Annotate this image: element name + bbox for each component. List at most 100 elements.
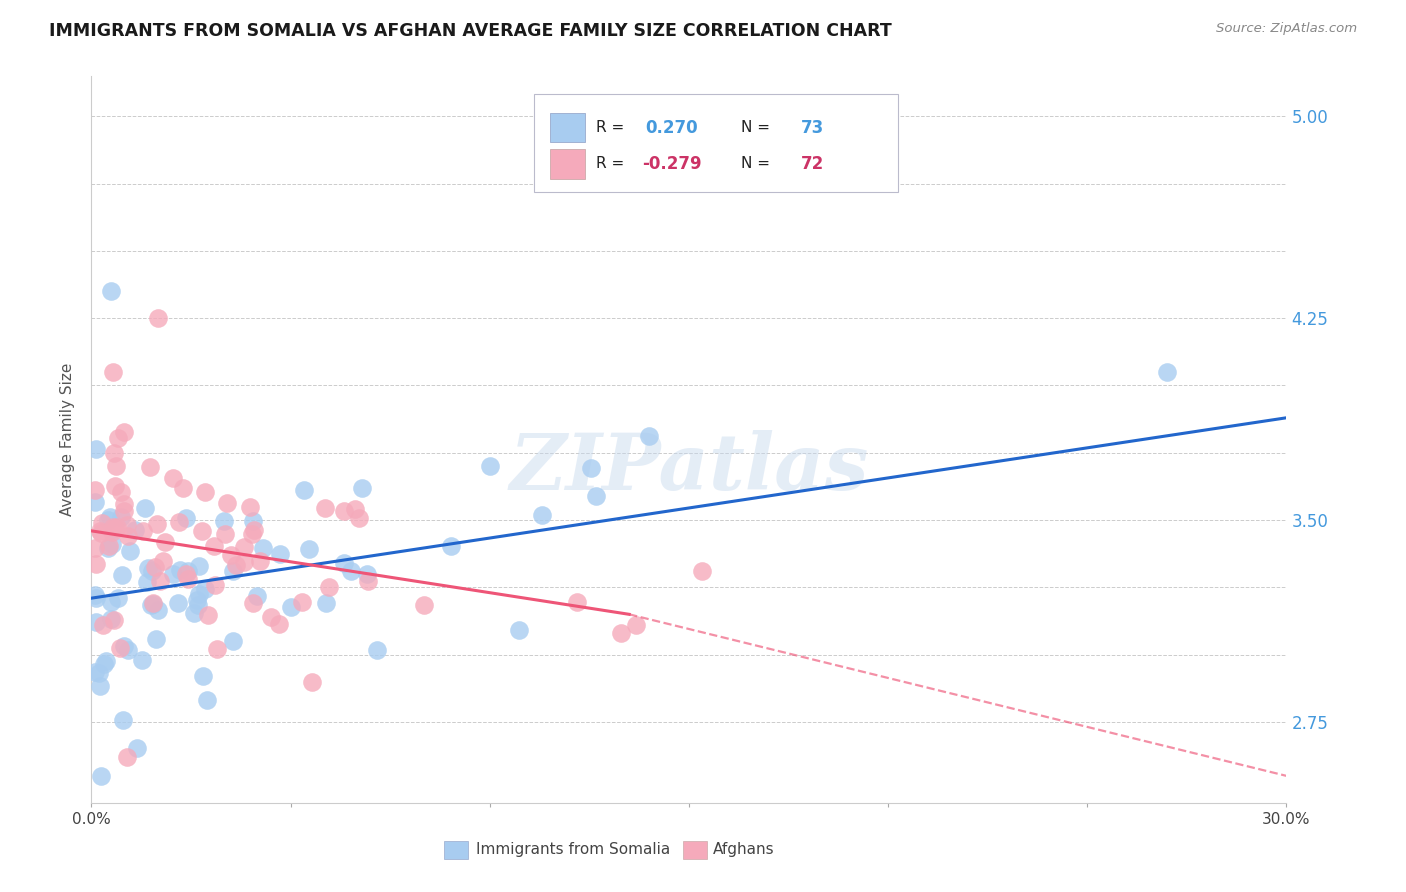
Point xyxy=(249,554,271,568)
Point xyxy=(349,511,371,525)
Text: N =: N = xyxy=(741,120,769,135)
Point xyxy=(183,607,205,621)
Point xyxy=(269,547,291,561)
Point xyxy=(350,481,373,495)
Point xyxy=(177,564,200,578)
FancyBboxPatch shape xyxy=(534,94,898,192)
Point xyxy=(366,643,388,657)
Point xyxy=(84,483,107,497)
Point xyxy=(117,518,139,533)
Point xyxy=(98,510,121,524)
Point xyxy=(155,534,177,549)
Point xyxy=(187,599,209,613)
Point xyxy=(91,618,114,632)
Point xyxy=(333,504,356,518)
Point xyxy=(84,495,107,509)
Point xyxy=(141,565,163,579)
Text: R =: R = xyxy=(596,120,624,135)
Point xyxy=(478,459,501,474)
Point xyxy=(100,612,122,626)
Point xyxy=(103,365,125,379)
Point xyxy=(624,618,647,632)
Point xyxy=(149,574,172,589)
Point xyxy=(101,525,124,540)
Point xyxy=(143,559,166,574)
Point xyxy=(194,582,217,597)
Point xyxy=(638,429,661,443)
Point xyxy=(107,431,129,445)
Point xyxy=(110,640,132,655)
Point xyxy=(84,665,107,680)
Point xyxy=(344,502,367,516)
Point xyxy=(104,459,127,474)
Text: N =: N = xyxy=(741,156,769,171)
Point xyxy=(191,669,214,683)
Point xyxy=(145,517,167,532)
Point xyxy=(105,520,128,534)
Point xyxy=(139,599,162,613)
Point xyxy=(567,595,589,609)
Point xyxy=(169,563,191,577)
Point xyxy=(84,541,107,555)
Point xyxy=(131,653,153,667)
Bar xyxy=(683,840,707,859)
Point xyxy=(217,495,239,509)
Text: Source: ZipAtlas.com: Source: ZipAtlas.com xyxy=(1216,22,1357,36)
Point xyxy=(339,564,361,578)
Bar xyxy=(550,150,585,178)
Point xyxy=(314,501,336,516)
Point xyxy=(1156,365,1178,379)
Point xyxy=(103,614,125,628)
Point xyxy=(112,425,135,439)
Point xyxy=(214,526,236,541)
Point xyxy=(318,580,340,594)
Point xyxy=(246,589,269,603)
Point xyxy=(194,485,217,500)
Point xyxy=(134,501,156,516)
Point xyxy=(112,639,135,653)
Point xyxy=(242,596,264,610)
Point xyxy=(169,516,191,530)
Point xyxy=(84,442,107,456)
Text: 73: 73 xyxy=(800,119,824,136)
Point xyxy=(186,593,208,607)
Point xyxy=(207,641,229,656)
Point xyxy=(152,554,174,568)
Point xyxy=(239,500,262,515)
Point xyxy=(138,561,160,575)
Point xyxy=(97,513,120,527)
Point xyxy=(93,657,115,672)
Text: 72: 72 xyxy=(800,155,824,173)
Point xyxy=(162,566,184,581)
Point xyxy=(146,311,169,326)
Point xyxy=(204,578,226,592)
Point xyxy=(142,596,165,610)
Point xyxy=(202,539,225,553)
Text: Afghans: Afghans xyxy=(713,842,775,857)
Point xyxy=(174,510,197,524)
Point xyxy=(291,595,314,609)
Point xyxy=(508,623,530,637)
Point xyxy=(89,666,111,681)
Point xyxy=(90,769,112,783)
Text: ZIPatlas: ZIPatlas xyxy=(509,430,869,507)
Point xyxy=(315,596,337,610)
Point xyxy=(233,540,256,554)
Point xyxy=(188,558,211,573)
Point xyxy=(172,481,194,495)
Point xyxy=(103,446,125,460)
Text: Immigrants from Somalia: Immigrants from Somalia xyxy=(477,842,671,857)
Point xyxy=(127,741,149,756)
Point xyxy=(530,508,553,522)
Point xyxy=(111,568,134,582)
Point xyxy=(191,524,214,538)
Text: -0.279: -0.279 xyxy=(641,155,702,173)
Point xyxy=(103,521,125,535)
Point xyxy=(162,471,184,485)
Point xyxy=(243,523,266,537)
Point xyxy=(219,548,242,562)
Point xyxy=(225,558,247,572)
Point xyxy=(112,496,135,510)
Point xyxy=(142,597,165,611)
Point xyxy=(440,539,463,553)
